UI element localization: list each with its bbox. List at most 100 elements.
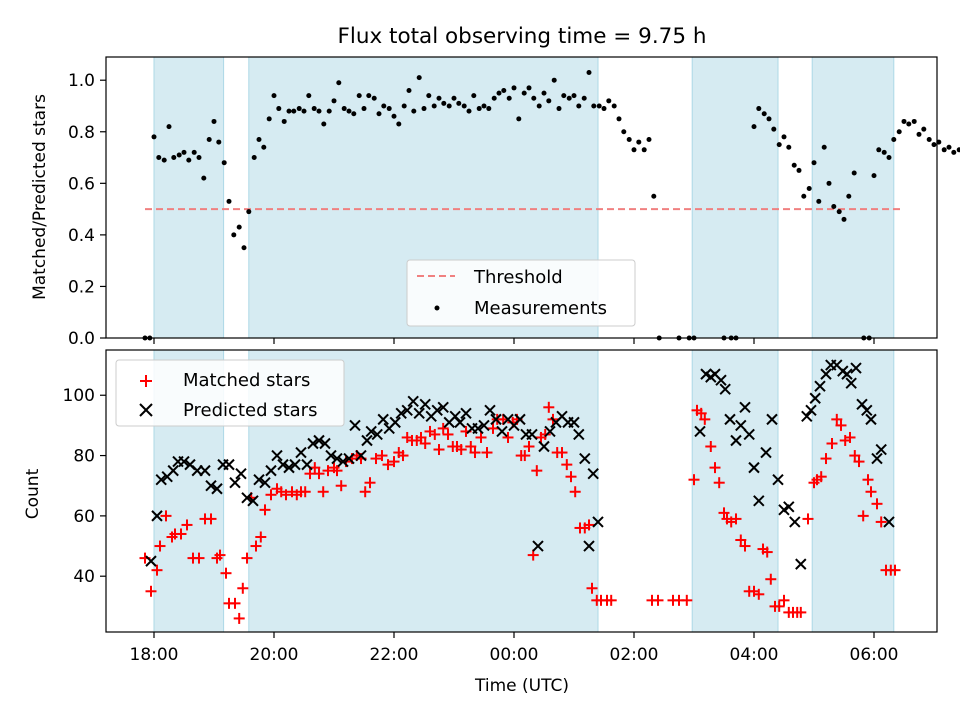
- matched-star-point: [151, 564, 163, 576]
- measurement-point: [421, 106, 427, 112]
- measurement-point: [881, 149, 887, 155]
- x-tick-label: 04:00: [730, 645, 779, 665]
- top-y-tick-label: 0.8: [68, 123, 95, 143]
- predicted-star-point: [801, 410, 813, 423]
- measurement-point: [261, 144, 267, 150]
- bottom-axes-frame: [105, 349, 938, 633]
- matched-star-point: [844, 431, 856, 443]
- matched-star-point: [175, 528, 187, 540]
- measurement-point: [901, 118, 907, 124]
- predicted-star-point: [265, 464, 277, 477]
- matched-star-point: [709, 462, 721, 474]
- matched-star-point: [802, 513, 814, 525]
- measurement-point: [396, 121, 402, 127]
- matched-star-point: [229, 597, 241, 609]
- measurement-point: [501, 88, 507, 94]
- matched-star-point: [388, 456, 400, 468]
- matched-star-point: [753, 588, 765, 600]
- matched-star-point: [527, 549, 539, 561]
- matched-star-point: [681, 594, 693, 606]
- measurement-point: [616, 116, 622, 122]
- measurement-point: [401, 103, 407, 109]
- measurement-point: [526, 85, 532, 91]
- matched-star-point: [519, 450, 531, 462]
- measurement-point: [566, 95, 572, 101]
- predicted-star-point: [805, 404, 817, 417]
- measurement-point: [321, 121, 327, 127]
- measurement-point: [751, 124, 757, 130]
- measurement-point: [476, 106, 482, 112]
- matched-star-point: [255, 531, 267, 543]
- measurement-point: [251, 155, 257, 161]
- predicted-star-point: [532, 540, 544, 552]
- predicted-star-point: [155, 473, 167, 486]
- measurement-point: [436, 95, 442, 101]
- predicted-star-point: [437, 401, 449, 414]
- bottom-shaded-interval: [812, 350, 894, 632]
- predicted-star-point: [490, 413, 502, 426]
- matched-star-point: [205, 513, 217, 525]
- measurement-point: [406, 88, 412, 94]
- matched-star-point: [826, 437, 838, 449]
- matched-star-point: [831, 413, 843, 425]
- predicted-star-point: [167, 464, 179, 477]
- predicted-star-point: [883, 516, 895, 528]
- predicted-star-point: [753, 495, 765, 507]
- measurement-point: [231, 232, 237, 238]
- measurement-point: [451, 95, 457, 101]
- measurement-point: [291, 108, 297, 114]
- matched-star-point: [586, 582, 598, 594]
- measurement-point: [641, 147, 647, 153]
- matched-star-point: [465, 441, 477, 453]
- predicted-star-point: [331, 452, 343, 465]
- matched-star-point: [688, 474, 700, 486]
- matched-star-point: [382, 459, 394, 471]
- measurement-point: [471, 93, 477, 99]
- predicted-star-point: [814, 380, 826, 392]
- measurement-point: [776, 142, 782, 148]
- predicted-star-point: [401, 404, 413, 417]
- measurement-point: [511, 85, 517, 91]
- matched-star-point: [857, 510, 869, 522]
- matched-star-point: [569, 486, 581, 498]
- matched-star-point: [250, 540, 262, 552]
- predicted-star-point: [694, 425, 706, 438]
- measurement-point: [271, 93, 277, 99]
- measurement-point: [806, 185, 812, 191]
- predicted-star-point: [389, 416, 401, 429]
- matched-star-point: [815, 471, 827, 483]
- measurement-point: [176, 152, 182, 158]
- matched-star-point: [455, 444, 467, 456]
- measurement-point: [571, 93, 577, 99]
- predicted-star-point: [820, 368, 832, 380]
- measurement-point: [211, 118, 217, 124]
- matched-star-point: [442, 428, 454, 440]
- predicted-star-point: [766, 413, 778, 426]
- measurement-point: [216, 139, 222, 145]
- top-shaded-interval: [154, 57, 224, 338]
- predicted-star-point: [748, 461, 760, 474]
- measurement-point: [286, 108, 292, 114]
- measurement-point: [831, 204, 837, 210]
- measurement-point: [151, 134, 157, 140]
- predicted-star-point: [719, 383, 731, 395]
- measurement-point: [491, 95, 497, 101]
- measurement-point: [941, 147, 947, 153]
- matched-star-point: [335, 480, 347, 492]
- matched-star-point: [718, 507, 730, 519]
- bottom-shaded-interval: [692, 350, 778, 632]
- chart-title: Flux total observing time = 9.75 h: [338, 24, 707, 49]
- matched-star-point: [865, 486, 877, 498]
- matched-star-point: [214, 549, 226, 561]
- measurement-point: [816, 198, 822, 204]
- predicted-star-point: [526, 428, 538, 441]
- measurement-point: [306, 93, 312, 99]
- predicted-star-point: [343, 452, 355, 465]
- predicted-star-point: [783, 501, 795, 513]
- predicted-star-point: [496, 425, 508, 438]
- predicted-star-point: [349, 419, 361, 432]
- measurement-point: [166, 124, 172, 130]
- matched-star-point: [313, 468, 325, 480]
- legend-predicted-marker: [139, 403, 153, 417]
- measurement-point: [576, 103, 582, 109]
